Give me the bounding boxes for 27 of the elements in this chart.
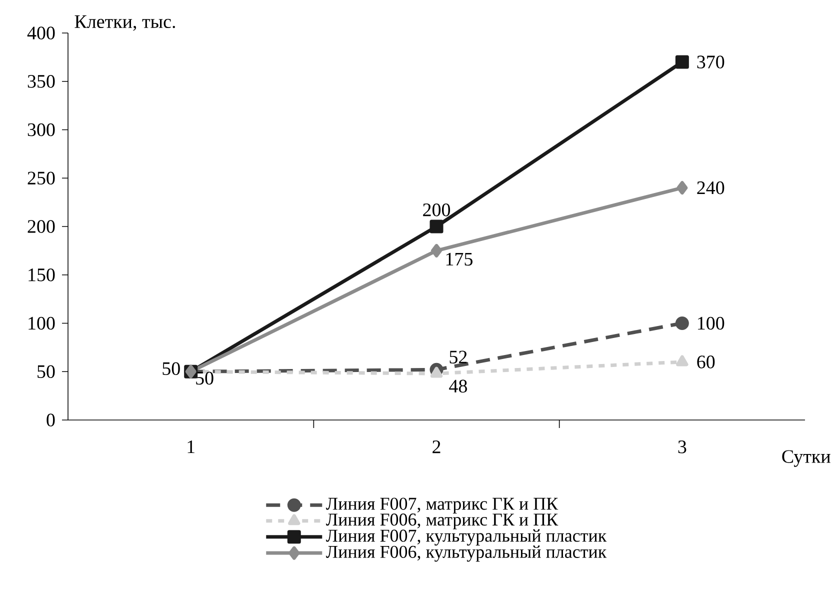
x-tick-label: 3 xyxy=(678,440,686,454)
data-label: 48 xyxy=(449,380,467,393)
x-tick-label: 2 xyxy=(432,440,440,454)
y-tick-label: 350 xyxy=(28,74,55,88)
legend-label: Линия F007, культуральный пластик xyxy=(326,529,607,546)
legend-label: Линия F006, культуральный пластик xyxy=(326,545,607,562)
y-tick-label: 100 xyxy=(28,316,55,330)
data-label: 175 xyxy=(446,252,472,266)
data-label: 100 xyxy=(698,316,724,330)
legend-label: Линия F007, матрикс ГК и ПК xyxy=(326,498,558,514)
data-label: 60 xyxy=(697,356,715,368)
data-label: 240 xyxy=(697,181,724,194)
y-tick-label: 250 xyxy=(28,172,55,185)
legend-label: Линия F006, матрикс ГК и ПК xyxy=(326,514,558,530)
y-tick-label: 200 xyxy=(28,220,55,233)
y-tick-label: 300 xyxy=(28,123,55,136)
data-label: 52 xyxy=(450,350,467,364)
y-tick-label: 50 xyxy=(38,365,55,378)
data-label: 370 xyxy=(697,56,724,68)
data-label: 50 xyxy=(162,362,180,376)
data-label: 200 xyxy=(423,203,450,216)
y-tick-label: 400 xyxy=(27,26,55,40)
y-tick-label: 150 xyxy=(28,268,55,282)
y-tick-label: 0 xyxy=(46,414,55,426)
x-tick-label: 1 xyxy=(188,440,194,454)
x-axis-title: Сутки xyxy=(782,450,830,467)
y-axis-title: Клетки, тыс. xyxy=(74,15,176,31)
